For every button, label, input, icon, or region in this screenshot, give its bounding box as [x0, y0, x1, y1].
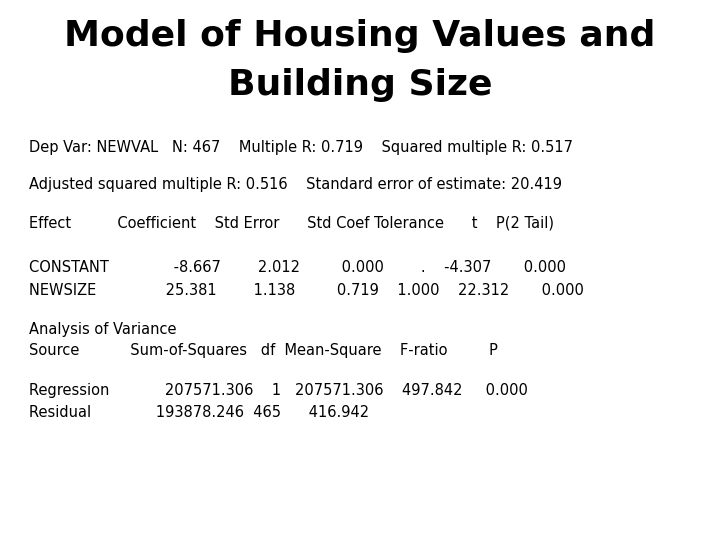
Text: Analysis of Variance: Analysis of Variance: [29, 322, 176, 338]
Text: Source           Sum-of-Squares   df  Mean-Square    F-ratio         P: Source Sum-of-Squares df Mean-Square F-r…: [29, 343, 498, 358]
Text: CONSTANT              -8.667        2.012         0.000        .    -4.307      : CONSTANT -8.667 2.012 0.000 . -4.307: [29, 260, 566, 275]
Text: Residual              193878.246  465      416.942: Residual 193878.246 465 416.942: [29, 405, 369, 420]
Text: Building Size: Building Size: [228, 68, 492, 102]
Text: Model of Housing Values and: Model of Housing Values and: [64, 19, 656, 53]
Text: Effect          Coefficient    Std Error      Std Coef Tolerance      t    P(2 T: Effect Coefficient Std Error Std Coef To…: [29, 216, 554, 231]
Text: Dep Var: NEWVAL   N: 467    Multiple R: 0.719    Squared multiple R: 0.517: Dep Var: NEWVAL N: 467 Multiple R: 0.719…: [29, 140, 573, 156]
Text: Regression            207571.306    1   207571.306    497.842     0.000: Regression 207571.306 1 207571.306 497.8…: [29, 383, 528, 399]
Text: NEWSIZE               25.381        1.138         0.719    1.000    22.312      : NEWSIZE 25.381 1.138 0.719 1.000 22.312: [29, 283, 584, 298]
Text: Adjusted squared multiple R: 0.516    Standard error of estimate: 20.419: Adjusted squared multiple R: 0.516 Stand…: [29, 177, 562, 192]
